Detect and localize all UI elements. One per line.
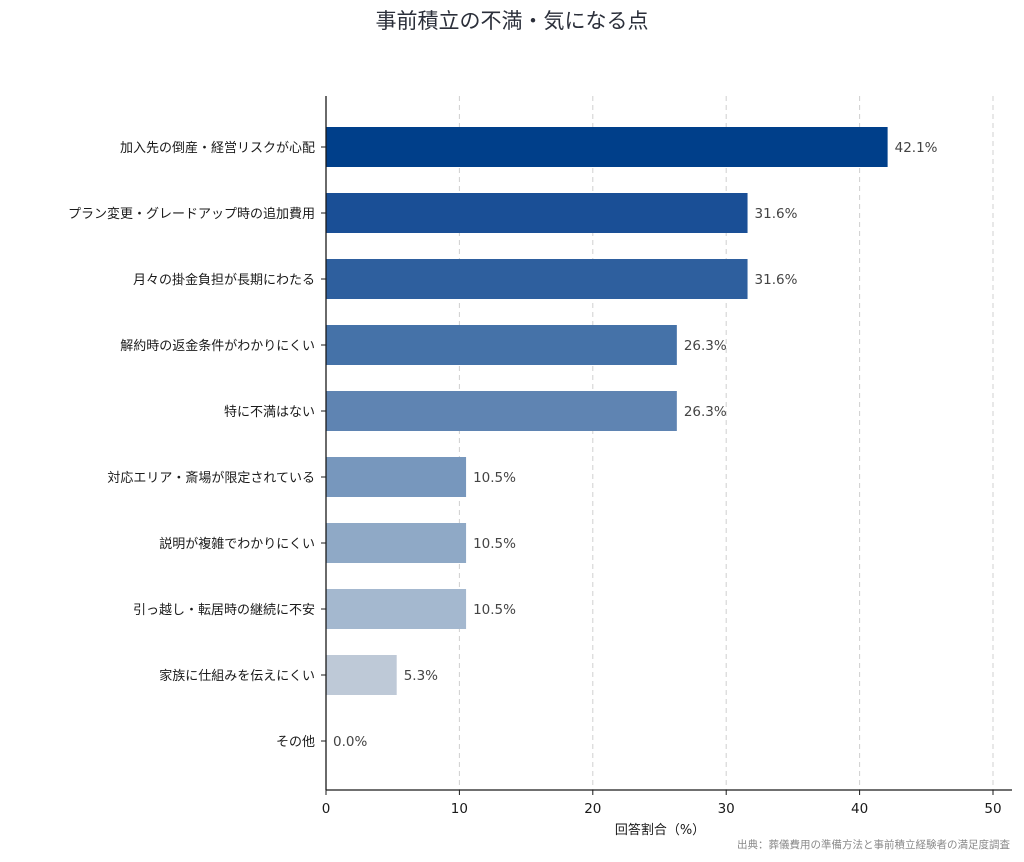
x-ticks: 0 10 20 30 40 50: [322, 790, 1002, 817]
category-label: 特に不満はない: [224, 405, 315, 420]
bar: [326, 325, 677, 365]
bar: [326, 127, 888, 167]
x-tick-label: 30: [718, 801, 735, 817]
category-label: 対応エリア・斎場が限定されている: [107, 470, 315, 486]
value-label: 10.5%: [473, 470, 516, 486]
x-tick-label: 10: [451, 801, 468, 817]
x-tick-label: 40: [851, 801, 868, 817]
x-tick-label: 50: [984, 801, 1001, 817]
category-labels: 加入先の倒産・経営リスクが心配プラン変更・グレードアップ時の追加費用月々の掛金負…: [68, 140, 326, 750]
x-tick-label: 20: [584, 801, 601, 817]
axes: [325, 96, 1012, 791]
bar: [326, 655, 397, 695]
bar: [326, 391, 677, 431]
category-label: プラン変更・グレードアップ時の追加費用: [68, 206, 315, 222]
bar: [326, 259, 748, 299]
value-label: 31.6%: [755, 206, 798, 222]
source-note: 出典：葬儀費用の準備方法と事前積立経験者の満足度調査: [737, 838, 1010, 851]
x-tick-label: 0: [322, 801, 331, 817]
grid-lines: [458, 96, 994, 790]
category-label: 解約時の返金条件がわかりにくい: [120, 338, 315, 354]
chart-title: 事前積立の不満・気になる点: [376, 9, 649, 33]
category-label: 月々の掛金負担が長期にわたる: [133, 272, 315, 288]
value-label: 31.6%: [755, 272, 798, 288]
value-label: 5.3%: [404, 668, 438, 684]
bar: [326, 523, 467, 563]
bar: [326, 457, 467, 497]
value-label: 42.1%: [895, 140, 938, 156]
value-labels: 42.1% 31.6% 31.6% 26.3% 26.3% 10.5% 10.5% 10.5%…: [333, 140, 938, 750]
value-label: 26.3%: [684, 404, 727, 420]
category-label: 引っ越し・転居時の継続に不安: [133, 603, 315, 618]
value-label: 10.5%: [473, 602, 516, 618]
bar: [326, 589, 467, 629]
value-label: 10.5%: [473, 536, 516, 552]
value-label: 26.3%: [684, 338, 727, 354]
x-axis-label: 回答割合（%）: [615, 822, 705, 838]
bar: [326, 193, 748, 233]
category-label: 加入先の倒産・経営リスクが心配: [120, 140, 315, 156]
bars: [326, 127, 888, 695]
value-label: 0.0%: [333, 734, 367, 750]
category-label: 家族に仕組みを伝えにくい: [159, 668, 315, 684]
category-label: その他: [276, 735, 315, 750]
category-label: 説明が複雑でわかりにくい: [159, 536, 315, 552]
